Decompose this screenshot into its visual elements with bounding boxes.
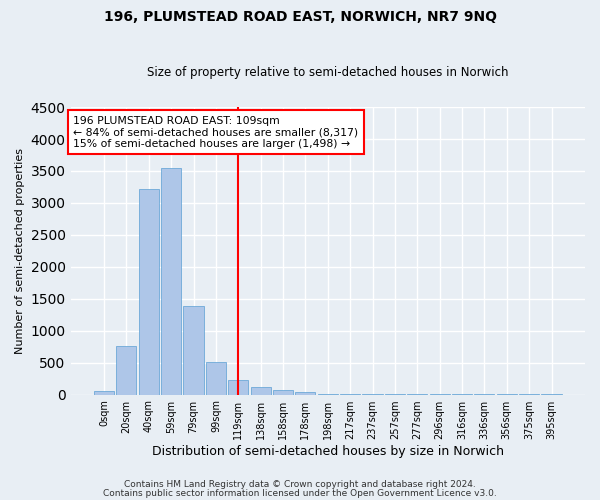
Text: 196, PLUMSTEAD ROAD EAST, NORWICH, NR7 9NQ: 196, PLUMSTEAD ROAD EAST, NORWICH, NR7 9… xyxy=(104,10,497,24)
X-axis label: Distribution of semi-detached houses by size in Norwich: Distribution of semi-detached houses by … xyxy=(152,444,504,458)
Text: Contains HM Land Registry data © Crown copyright and database right 2024.: Contains HM Land Registry data © Crown c… xyxy=(124,480,476,489)
Bar xyxy=(251,387,271,394)
Text: 196 PLUMSTEAD ROAD EAST: 109sqm
← 84% of semi-detached houses are smaller (8,317: 196 PLUMSTEAD ROAD EAST: 109sqm ← 84% of… xyxy=(73,116,358,149)
Bar xyxy=(295,392,316,394)
Title: Size of property relative to semi-detached houses in Norwich: Size of property relative to semi-detach… xyxy=(147,66,509,80)
Bar xyxy=(206,362,226,394)
Bar xyxy=(94,390,114,394)
Bar xyxy=(184,306,203,394)
Bar xyxy=(161,168,181,394)
Bar xyxy=(116,346,136,395)
Text: Contains public sector information licensed under the Open Government Licence v3: Contains public sector information licen… xyxy=(103,488,497,498)
Bar xyxy=(139,189,159,394)
Bar xyxy=(273,390,293,394)
Bar xyxy=(228,380,248,394)
Y-axis label: Number of semi-detached properties: Number of semi-detached properties xyxy=(15,148,25,354)
